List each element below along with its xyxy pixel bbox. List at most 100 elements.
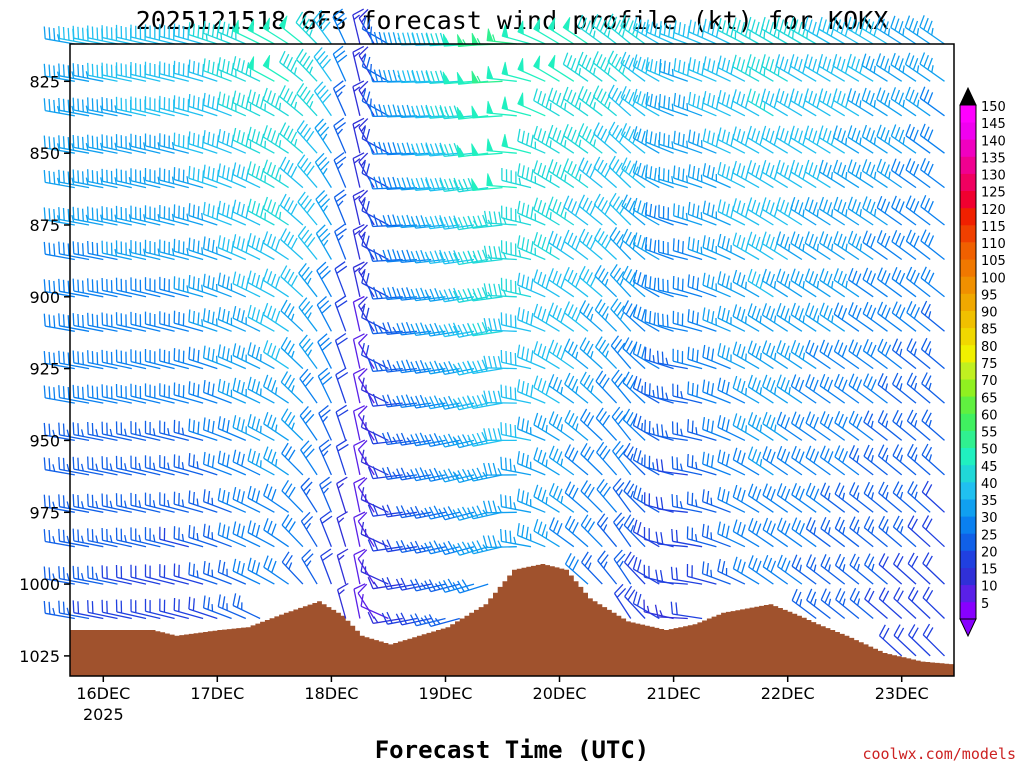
wind-barb [130, 349, 161, 370]
colorbar-segment [960, 447, 976, 466]
wind-barb [832, 125, 860, 154]
wind-barb [188, 490, 218, 513]
wind-barb [144, 96, 175, 117]
colorbar-label: 10 [981, 580, 998, 595]
wind-barb [467, 505, 503, 520]
wind-barb [188, 274, 218, 298]
wind-barb [263, 555, 289, 585]
wind-barb [424, 614, 460, 628]
wind-barb [333, 117, 347, 154]
wind-barb [173, 563, 204, 585]
wind-barb [352, 117, 365, 154]
colorbar-frame [959, 104, 977, 620]
wind-barb [717, 233, 746, 261]
colorbar-label: 125 [981, 186, 1006, 201]
wind-barb [670, 566, 703, 585]
wind-barb [262, 125, 289, 154]
wind-barb [732, 341, 760, 370]
wind-barb [352, 80, 365, 116]
wind-barb [658, 93, 689, 117]
colorbar-label: 115 [981, 220, 1006, 235]
wind-barb [159, 420, 189, 442]
credit-link[interactable]: coolwx.com/models [862, 745, 1016, 763]
wind-barb [58, 169, 90, 189]
wind-barb [907, 481, 931, 513]
wind-barb [517, 128, 546, 154]
wind-barb [101, 599, 132, 620]
wind-barb [382, 286, 417, 301]
colorbar-segment [960, 242, 976, 260]
wind-barb [247, 520, 275, 548]
wind-barb [87, 350, 118, 370]
wind-barb [702, 379, 731, 404]
colorbar-segment [960, 379, 976, 397]
wind-barb [632, 54, 660, 82]
wind-barb [360, 449, 389, 476]
wind-barb [58, 313, 90, 332]
wind-barb [130, 311, 161, 332]
wind-barb [687, 309, 717, 332]
wind-barb [360, 559, 389, 585]
wind-barb [593, 193, 618, 226]
wind-barb [410, 360, 446, 374]
wind-barb [622, 371, 646, 404]
wind-barb [452, 506, 489, 521]
wind-barb [438, 468, 475, 483]
wind-barb [72, 97, 104, 117]
wind-barb [849, 553, 874, 585]
wind-barb [747, 160, 774, 189]
wind-barb [232, 521, 261, 548]
wind-barb [202, 273, 232, 298]
wind-barb [877, 444, 903, 476]
x-tick-label: 23DEC [875, 684, 929, 703]
wind-barb [761, 374, 789, 404]
wind-barb [919, 15, 945, 45]
wind-barb [517, 307, 546, 332]
wind-barb [878, 587, 903, 619]
wind-barb [144, 492, 175, 513]
wind-barb [834, 445, 860, 476]
wind-barb [717, 199, 746, 226]
wind-barb [352, 295, 365, 332]
wind-barb [500, 528, 532, 548]
wind-barb [313, 9, 332, 45]
wind-barb [833, 373, 860, 404]
wind-barb [548, 124, 575, 154]
wind-barb [876, 87, 903, 117]
wind-barb [907, 552, 931, 585]
wind-barb [621, 194, 646, 226]
wind-barb [144, 311, 175, 332]
wind-barb [297, 191, 318, 226]
wind-barb [791, 445, 817, 476]
wind-barb [516, 523, 546, 548]
wind-barb [159, 167, 189, 189]
wind-barb [671, 494, 703, 513]
wind-barb [564, 338, 589, 370]
wind-barb [471, 70, 503, 84]
wind-barb [804, 196, 831, 226]
wind-barb [501, 96, 532, 117]
wind-barb [410, 394, 446, 409]
wind-barb [300, 440, 318, 476]
wind-barb [702, 344, 731, 370]
wind-barb [805, 339, 831, 370]
wind-barb [87, 384, 118, 404]
wind-barb [144, 205, 175, 226]
wind-barb [717, 521, 746, 548]
wind-barb [790, 302, 817, 332]
wind-barb [623, 551, 646, 585]
wind-barb [776, 554, 803, 585]
wind-barb [173, 23, 204, 45]
wind-barb [358, 296, 375, 332]
wind-barb [819, 339, 846, 370]
colorbar-segment [960, 396, 976, 414]
wind-barb [805, 445, 831, 476]
wind-barb [367, 466, 403, 480]
wind-barb [297, 225, 318, 260]
wind-barb [890, 52, 917, 82]
wind-barb [87, 600, 118, 620]
wind-barb [644, 347, 674, 370]
wind-barb [776, 411, 803, 441]
wind-barb [702, 56, 731, 82]
